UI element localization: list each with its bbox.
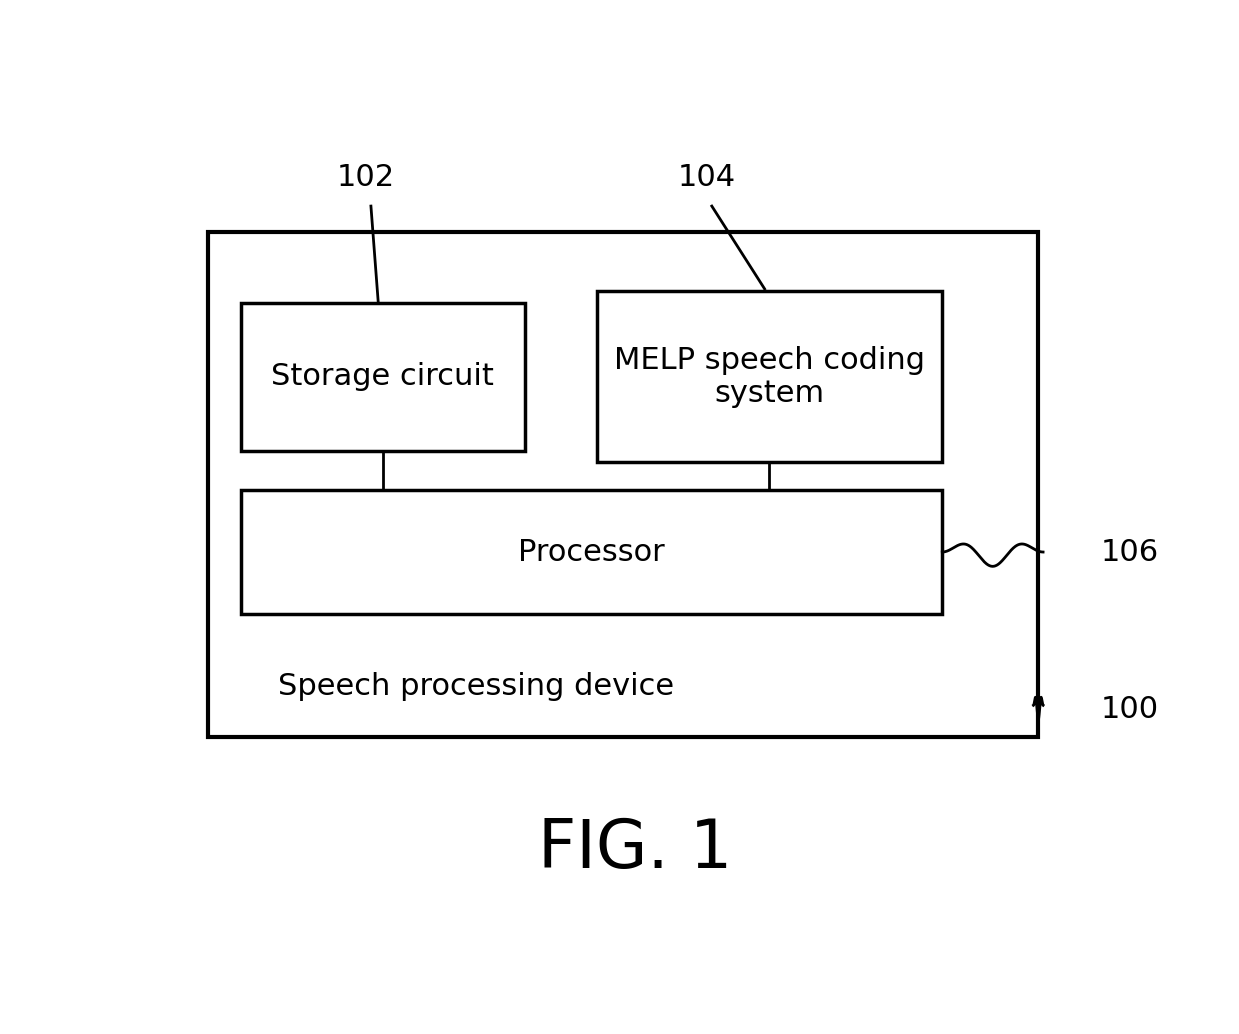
Bar: [208, 232, 1038, 737]
Text: FIG. 1: FIG. 1: [538, 816, 732, 882]
Bar: [597, 292, 943, 462]
Text: Processor: Processor: [518, 538, 665, 567]
Text: Storage circuit: Storage circuit: [271, 362, 494, 391]
Text: 104: 104: [678, 162, 736, 191]
Bar: [242, 490, 943, 614]
Text: 106: 106: [1100, 538, 1158, 567]
Bar: [242, 303, 524, 451]
Text: 100: 100: [1100, 695, 1158, 724]
Text: MELP speech coding
system: MELP speech coding system: [613, 345, 926, 408]
Text: 102: 102: [337, 162, 395, 191]
Text: Speech processing device: Speech processing device: [279, 672, 674, 701]
